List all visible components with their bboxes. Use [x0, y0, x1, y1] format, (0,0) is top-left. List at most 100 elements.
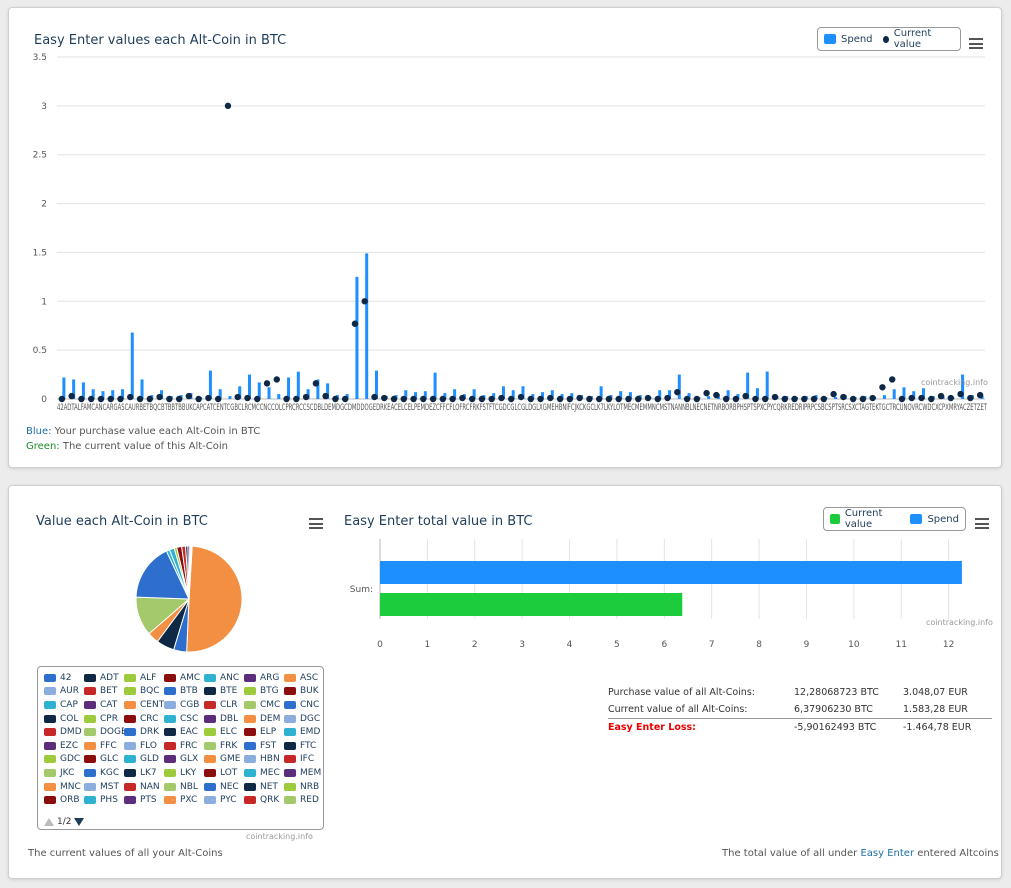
pie-legend-item[interactable]: CSC	[164, 713, 204, 725]
pie-legend-item[interactable]: MNC	[44, 781, 84, 793]
pie-legend-item[interactable]: AUR	[44, 686, 84, 698]
pie-legend-item[interactable]: ALF	[124, 672, 164, 684]
pie-legend-item[interactable]: GLD	[124, 754, 164, 766]
pie-legend-item[interactable]: EMD	[284, 726, 323, 738]
pie-legend-item[interactable]: ELC	[204, 726, 244, 738]
legend-pager: 1/2	[44, 817, 104, 827]
pie-legend-item[interactable]: PXC	[164, 794, 204, 806]
pie-legend-item[interactable]: CAP	[44, 699, 84, 711]
legend-swatch	[284, 728, 296, 737]
pie-legend-item[interactable]: BTE	[204, 686, 244, 698]
pie-legend-item[interactable]: NET	[244, 781, 284, 793]
pie-legend-item[interactable]: BQC	[124, 686, 164, 698]
pie-legend-item[interactable]: QRK	[244, 794, 284, 806]
pie-legend-item[interactable]: NAN	[124, 781, 164, 793]
pie-legend-item[interactable]: JKC	[44, 767, 84, 779]
pie-legend-item[interactable]: BET	[84, 686, 124, 698]
pie-slice	[186, 545, 243, 653]
pie-legend-item[interactable]: LK7	[124, 767, 164, 779]
pie-legend-item[interactable]: MEM	[284, 767, 323, 779]
pie-legend-item[interactable]: FRK	[204, 740, 244, 752]
pie-legend-item[interactable]: PTS	[124, 794, 164, 806]
legend-label: NBL	[180, 781, 198, 792]
legend-item-current-value[interactable]: Current value	[830, 508, 900, 530]
spend-bar	[287, 377, 291, 399]
spend-bar	[570, 393, 574, 399]
pie-legend-item[interactable]: DEM	[244, 713, 284, 725]
pie-legend-item[interactable]: CENT	[124, 699, 164, 711]
pie-legend-item[interactable]: DOGE	[84, 726, 124, 738]
pie-legend-item[interactable]: EZC	[44, 740, 84, 752]
current-value-point	[410, 395, 417, 403]
legend-swatch	[84, 741, 96, 750]
pie-legend-item[interactable]: RED	[284, 794, 323, 806]
pie-legend-item[interactable]: CMC	[244, 699, 284, 711]
pie-legend-item[interactable]: GLC	[84, 754, 124, 766]
legend-swatch	[164, 768, 176, 777]
pie-legend-item[interactable]: MST	[84, 781, 124, 793]
pie-legend-item[interactable]: ARG	[244, 672, 284, 684]
pager-prev-icon[interactable]	[44, 818, 54, 826]
pie-legend-item[interactable]: NEC	[204, 781, 244, 793]
pie-legend-item[interactable]: BTB	[164, 686, 204, 698]
pie-legend-item[interactable]: CRC	[124, 713, 164, 725]
pie-legend-item[interactable]: LOT	[204, 767, 244, 779]
pie-legend-item[interactable]: BUK	[284, 686, 323, 698]
spend-bar	[326, 383, 330, 399]
pie-menu-icon[interactable]	[309, 518, 323, 529]
pie-legend-item[interactable]: PYC	[204, 794, 244, 806]
pie-legend-item[interactable]: GME	[204, 754, 244, 766]
pie-legend-item[interactable]: GDC	[44, 754, 84, 766]
pie-legend-item[interactable]: ELP	[244, 726, 284, 738]
pie-legend-item[interactable]: AMC	[164, 672, 204, 684]
pie-legend-item[interactable]: MEC	[244, 767, 284, 779]
pie-legend-item[interactable]: CPR	[84, 713, 124, 725]
pie-legend-item[interactable]: KGC	[84, 767, 124, 779]
chart-menu-icon[interactable]	[969, 38, 983, 49]
pie-legend-item[interactable]: DMD	[44, 726, 84, 738]
legend-label: DGC	[300, 713, 321, 724]
pie-legend-item[interactable]: GLX	[164, 754, 204, 766]
pie-legend-item[interactable]: ORB	[44, 794, 84, 806]
pie-legend-item[interactable]: FFC	[84, 740, 124, 752]
pie-legend-item[interactable]: NBL	[164, 781, 204, 793]
pie-legend-item[interactable]: NRB	[284, 781, 323, 793]
spend-bar	[599, 386, 603, 399]
pie-legend-item[interactable]: CAT	[84, 699, 124, 711]
pie-legend-item[interactable]: ADT	[84, 672, 124, 684]
pie-legend-item[interactable]: DBL	[204, 713, 244, 725]
spend-bar	[550, 390, 554, 399]
legend-item-spend[interactable]: Spend	[910, 514, 959, 525]
pie-legend-item[interactable]: ASC	[284, 672, 323, 684]
pie-legend-item[interactable]: HBN	[244, 754, 284, 766]
pie-legend-item[interactable]: CGB	[164, 699, 204, 711]
pie-legend-item[interactable]: DRK	[124, 726, 164, 738]
pager-next-icon[interactable]	[74, 818, 85, 826]
pie-legend-item[interactable]: FRC	[164, 740, 204, 752]
current-value-point	[576, 394, 583, 402]
y-tick-label: 1	[41, 297, 47, 307]
pie-legend-item[interactable]: LKY	[164, 767, 204, 779]
pie-legend-item[interactable]: ANC	[204, 672, 244, 684]
pie-legend-item[interactable]: PHS	[84, 794, 124, 806]
pie-legend-item[interactable]: CNC	[284, 699, 323, 711]
pie-legend-item[interactable]: BTG	[244, 686, 284, 698]
current-value-point	[449, 395, 456, 403]
pie-legend-item[interactable]: CLR	[204, 699, 244, 711]
pie-legend-item[interactable]: FLO	[124, 740, 164, 752]
legend-swatch	[244, 782, 256, 791]
total-menu-icon[interactable]	[975, 518, 989, 529]
current-value-point	[273, 376, 280, 383]
current-value-point	[918, 394, 925, 402]
legend-label: EZC	[60, 740, 79, 751]
legend-item-spend[interactable]: Spend	[824, 34, 873, 45]
pie-legend-item[interactable]: EAC	[164, 726, 204, 738]
pie-legend-item[interactable]: COL	[44, 713, 84, 725]
pie-legend-item[interactable]: FST	[244, 740, 284, 752]
easy-enter-link[interactable]: Easy Enter	[860, 848, 915, 859]
pie-legend-item[interactable]: IFC	[284, 754, 323, 766]
pie-legend-item[interactable]: FTC	[284, 740, 323, 752]
pie-legend-item[interactable]: DGC	[284, 713, 323, 725]
legend-item-current-value[interactable]: Current value	[882, 28, 954, 50]
pie-legend-item[interactable]: 42	[44, 672, 84, 684]
